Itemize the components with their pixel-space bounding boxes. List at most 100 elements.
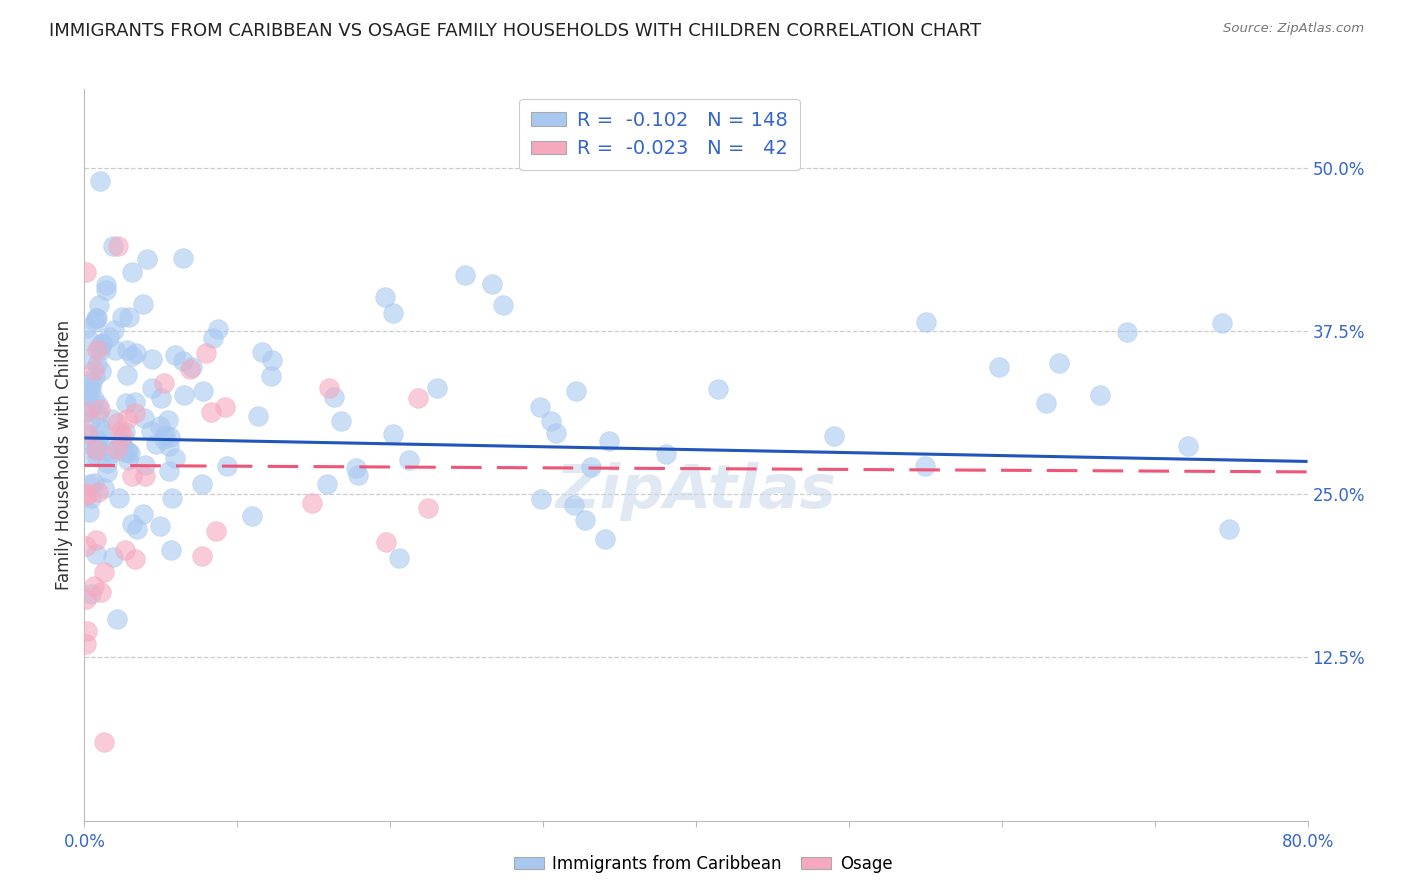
Point [76, 385, 98, 400]
Point [124, 406, 146, 420]
Point [200, 404, 222, 418]
Point [111, 310, 134, 324]
Point [103, 323, 125, 337]
Point [115, 444, 138, 458]
Point [914, 458, 936, 473]
Point [149, 519, 172, 533]
Point [86, 357, 108, 371]
Point [118, 310, 141, 324]
Point [347, 467, 370, 482]
Point [83, 392, 105, 407]
Point [80, 587, 103, 601]
Point [111, 437, 134, 451]
Text: Source: ZipAtlas.com: Source: ZipAtlas.com [1223, 22, 1364, 36]
Point [110, 434, 132, 448]
Point [135, 252, 157, 266]
Point [86, 310, 108, 325]
Point [75, 321, 97, 335]
Point [90, 363, 112, 377]
Point [214, 400, 236, 414]
Point [108, 491, 131, 505]
Point [157, 464, 180, 478]
Point [75, 591, 97, 606]
Point [252, 345, 274, 359]
Point [105, 442, 128, 457]
Point [104, 343, 127, 358]
Point [152, 432, 174, 446]
Point [157, 439, 180, 453]
Legend: R =  -0.102   N = 148, R =  -0.023   N =   42: R = -0.102 N = 148, R = -0.023 N = 42 [519, 99, 800, 170]
Point [492, 298, 515, 312]
Point [87, 398, 110, 412]
Point [124, 552, 146, 566]
Point [115, 343, 138, 357]
Point [160, 491, 183, 505]
Point [100, 411, 122, 425]
Point [1211, 317, 1233, 331]
Point [565, 384, 588, 398]
Point [83, 476, 105, 491]
Point [75, 485, 97, 500]
Point [191, 477, 214, 491]
Point [93, 566, 115, 580]
Point [87, 433, 110, 447]
Point [75, 265, 97, 279]
Point [121, 516, 143, 531]
Point [121, 265, 143, 279]
Point [114, 425, 136, 440]
Point [76, 487, 98, 501]
Point [93, 735, 115, 749]
Point [134, 458, 156, 472]
Point [105, 612, 128, 626]
Point [388, 550, 411, 565]
Point [89, 344, 111, 359]
Point [823, 429, 845, 443]
Point [260, 368, 283, 383]
Point [134, 468, 156, 483]
Point [148, 418, 170, 433]
Point [240, 509, 263, 524]
Point [139, 424, 162, 438]
Point [96, 444, 118, 458]
Point [150, 391, 173, 405]
Point [90, 336, 112, 351]
Point [79, 380, 101, 394]
Point [112, 428, 135, 442]
Point [398, 453, 420, 467]
Point [530, 492, 553, 507]
Point [191, 549, 214, 563]
Point [153, 428, 176, 442]
Point [132, 411, 155, 425]
Point [159, 430, 181, 444]
Point [79, 414, 101, 428]
Point [1218, 522, 1240, 536]
Point [987, 359, 1010, 374]
Point [89, 339, 111, 353]
Point [316, 476, 339, 491]
Point [86, 450, 108, 464]
Point [160, 542, 183, 557]
Point [418, 500, 440, 515]
Point [76, 426, 98, 441]
Point [579, 460, 602, 475]
Point [145, 436, 167, 450]
Point [132, 297, 155, 311]
Point [125, 346, 148, 360]
Point [1116, 326, 1139, 340]
Point [172, 354, 194, 368]
Point [593, 532, 616, 546]
Point [87, 408, 110, 422]
Point [80, 449, 103, 463]
Point [481, 277, 503, 291]
Point [79, 477, 101, 491]
Point [707, 382, 730, 396]
Text: IMMIGRANTS FROM CARIBBEAN VS OSAGE FAMILY HOUSEHOLDS WITH CHILDREN CORRELATION C: IMMIGRANTS FROM CARIBBEAN VS OSAGE FAMIL… [49, 22, 981, 40]
Point [93, 482, 115, 496]
Point [84, 442, 107, 457]
Point [84, 547, 107, 561]
Y-axis label: Family Households with Children: Family Households with Children [55, 320, 73, 590]
Point [406, 392, 429, 406]
Point [100, 446, 122, 460]
Point [83, 362, 105, 376]
Point [96, 456, 118, 470]
